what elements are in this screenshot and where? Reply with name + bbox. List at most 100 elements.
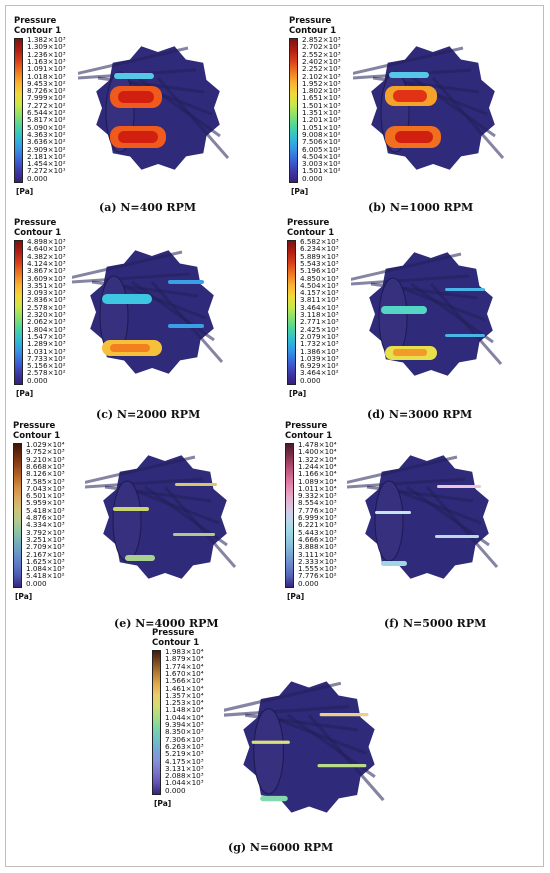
colorbar xyxy=(13,443,22,588)
tick-label: 1.774×10⁴ xyxy=(165,661,204,671)
tick-label: 1.039×10³ xyxy=(300,353,339,363)
tick-label: 1.952×10³ xyxy=(302,78,341,88)
tick-label: 1.804×10³ xyxy=(27,324,66,334)
tick-label: 8.126×10³ xyxy=(26,469,65,479)
figure-frame xyxy=(5,5,544,867)
tick-label: 1.651×10³ xyxy=(302,93,341,103)
tick-label: 0.000 xyxy=(27,173,48,183)
tick-label: 0.000 xyxy=(300,375,321,385)
unit-label: [Pa] xyxy=(15,592,33,601)
tick-label: 0.000 xyxy=(26,578,47,588)
tick-label: 2.909×10² xyxy=(27,144,66,154)
colorbar xyxy=(14,38,23,183)
tick-label: 2.836×10³ xyxy=(27,295,66,305)
tick-label: 4.334×10³ xyxy=(26,520,65,530)
roller-contour-image xyxy=(72,250,224,374)
unit-label: [Pa] xyxy=(16,187,34,196)
tick-label: 1.084×10³ xyxy=(26,564,65,574)
tick-label: 1.051×10³ xyxy=(302,122,341,132)
tick-label: 8.668×10³ xyxy=(26,461,65,471)
tick-label: 4.504×10² xyxy=(302,151,341,161)
tick-label: 1.357×10⁴ xyxy=(165,690,204,700)
tick-label: 3.351×10³ xyxy=(27,280,66,290)
tick-label: 4.898×10³ xyxy=(27,237,66,246)
tick-label: 4.382×10³ xyxy=(27,251,66,261)
tick-label: 1.461×10⁴ xyxy=(165,683,204,693)
unit-label: [Pa] xyxy=(154,799,172,808)
tick-label: 2.578×10² xyxy=(27,368,66,378)
tick-label: 1.879×10⁴ xyxy=(165,654,204,664)
roller-contour-image xyxy=(85,455,237,579)
tick-label: 2.402×10³ xyxy=(302,56,341,66)
tick-label: 9.752×10³ xyxy=(26,447,65,457)
tick-label: 1.501×10³ xyxy=(302,100,341,110)
tick-label: 1.011×10⁴ xyxy=(298,483,337,493)
tick-label: 2.852×10³ xyxy=(302,35,341,44)
tick-label: 3.464×10² xyxy=(300,368,339,378)
tick-label: 2.088×10³ xyxy=(165,771,204,781)
roller-contour-image xyxy=(351,252,503,376)
colorbar-title: Pressure Contour 1 xyxy=(13,421,61,441)
tick-label: 1.386×10³ xyxy=(300,346,339,356)
colorbar-title: Pressure Contour 1 xyxy=(287,218,335,238)
colorbar-title: Pressure Contour 1 xyxy=(285,421,333,441)
tick-label: 4.124×10³ xyxy=(27,258,66,268)
tick-label: 3.464×10³ xyxy=(300,302,339,312)
tick-label: 2.578×10³ xyxy=(27,302,66,312)
tick-label: 1.732×10³ xyxy=(300,339,339,349)
tick-label: 2.167×10³ xyxy=(26,549,65,559)
tick-label: 1.478×10⁴ xyxy=(298,440,337,449)
roller-contour-image xyxy=(78,46,230,170)
tick-label: 1.322×10⁴ xyxy=(298,454,337,464)
tick-label: 7.733×10² xyxy=(27,353,66,363)
tick-label: 7.776×10² xyxy=(298,571,337,581)
tick-label: 2.079×10³ xyxy=(300,331,339,341)
tick-label: 4.175×10³ xyxy=(165,756,204,766)
tick-label: 3.111×10³ xyxy=(298,549,337,559)
tick-label: 1.670×10⁴ xyxy=(165,668,204,678)
tick-label: 1.201×10³ xyxy=(302,115,341,125)
tick-label: 1.236×10³ xyxy=(27,49,66,59)
tick-label: 1.018×10³ xyxy=(27,71,66,81)
colorbar-title: Pressure Contour 1 xyxy=(14,218,62,238)
tick-label: 1.244×10⁴ xyxy=(298,461,337,471)
tick-label: 1.501×10² xyxy=(302,166,341,176)
tick-label: 4.640×10³ xyxy=(27,244,66,254)
tick-label: 6.999×10³ xyxy=(298,513,337,522)
tick-label: 5.418×10³ xyxy=(26,505,65,515)
tick-label: 1.089×10⁴ xyxy=(298,476,337,486)
tick-label: 1.625×10³ xyxy=(26,556,65,566)
tick-label: 7.043×10³ xyxy=(26,483,65,493)
tick-label: 3.636×10² xyxy=(27,137,66,147)
caption-d: (d) N=3000 RPM xyxy=(367,408,473,421)
tick-label: 6.263×10³ xyxy=(165,741,204,751)
tick-label: 6.005×10² xyxy=(302,144,341,154)
tick-label: 7.506×10² xyxy=(302,137,341,147)
tick-label: 1.031×10³ xyxy=(27,346,66,356)
tick-label: 1.454×10² xyxy=(27,159,66,169)
tick-label: 7.776×10³ xyxy=(298,505,337,515)
unit-label: [Pa] xyxy=(291,187,309,196)
tick-label: 9.394×10³ xyxy=(165,720,204,729)
tick-label: 6.544×10² xyxy=(27,108,66,117)
tick-label: 2.181×10² xyxy=(27,151,66,161)
unit-label: [Pa] xyxy=(289,389,307,398)
unit-label: [Pa] xyxy=(287,592,305,601)
tick-label: 2.709×10³ xyxy=(26,542,65,552)
caption-b: (b) N=1000 RPM xyxy=(368,201,474,214)
colorbar xyxy=(289,38,298,183)
tick-label: 1.091×10³ xyxy=(27,64,66,74)
tick-label: 3.609×10³ xyxy=(27,273,66,283)
tick-label: 4.850×10³ xyxy=(300,273,339,283)
tick-label: 8.554×10³ xyxy=(298,498,337,508)
tick-label: 5.543×10³ xyxy=(300,258,339,268)
tick-label: 0.000 xyxy=(302,173,323,183)
tick-label: 4.666×10³ xyxy=(298,534,337,544)
tick-label: 5.889×10³ xyxy=(300,251,339,261)
tick-label: 3.251×10³ xyxy=(26,534,65,544)
tick-label: 5.196×10³ xyxy=(300,266,339,276)
roller-contour-image xyxy=(347,455,499,579)
tick-label: 1.253×10⁴ xyxy=(165,698,204,708)
roller-contour-image xyxy=(353,46,505,170)
tick-label: 7.272×10² xyxy=(27,100,66,110)
